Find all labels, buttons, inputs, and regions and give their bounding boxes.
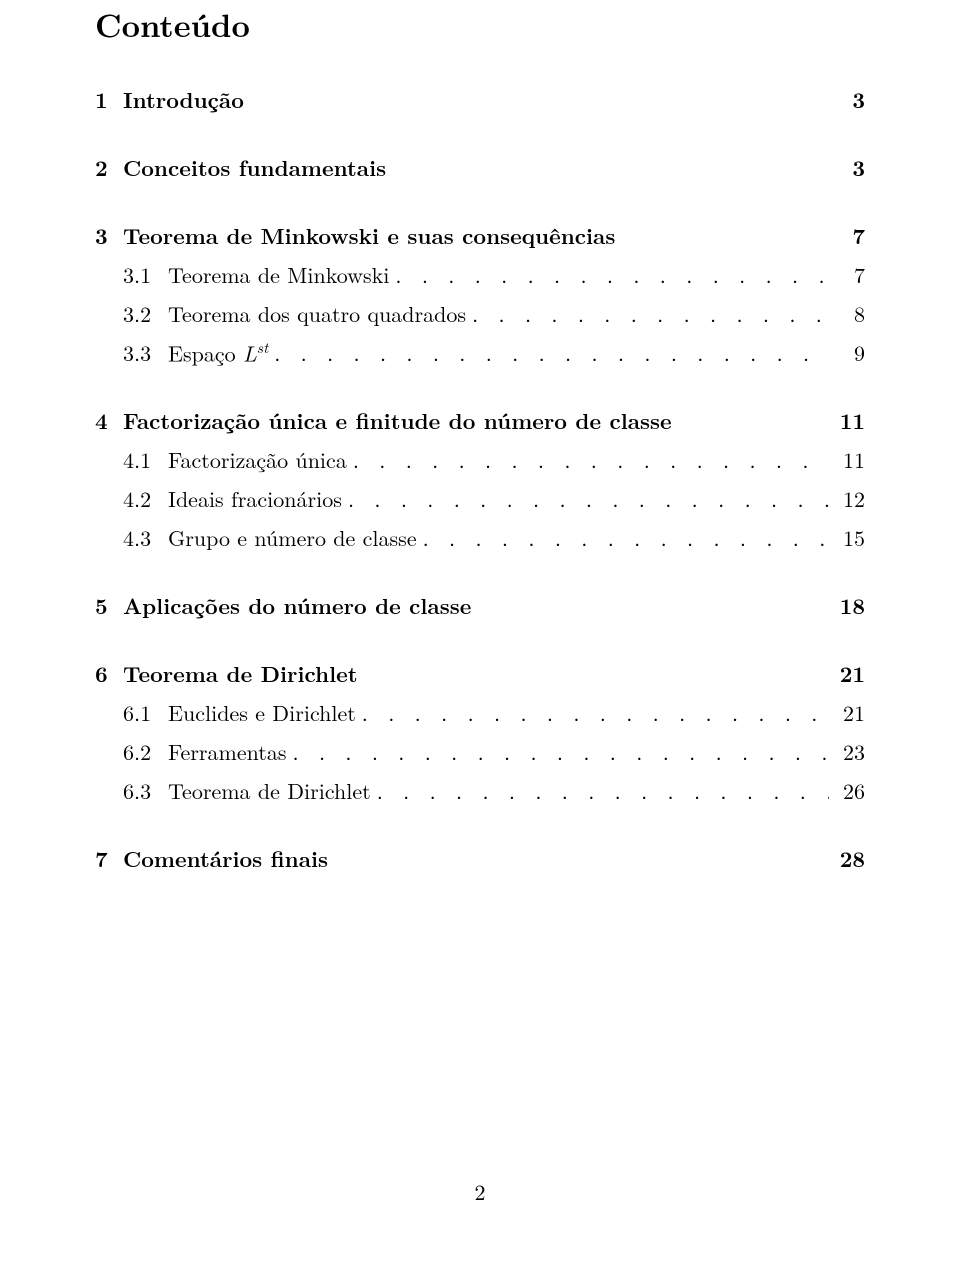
section-number: 3 — [95, 220, 123, 251]
subsection-label: Teorema dos quatro quadrados — [168, 298, 466, 329]
section-number: 2 — [95, 152, 123, 183]
section-label: Teorema de Minkowski e suas consequência… — [123, 220, 615, 251]
toc-section: 6Teorema de Dirichlet 21 — [95, 658, 865, 689]
section-number: 1 — [95, 84, 123, 115]
subsection-page: 12 — [835, 483, 865, 514]
subsection-number: 6.3 — [123, 775, 168, 806]
toc-section: 4Factorização única e finitude do número… — [95, 405, 865, 436]
toc-subsection: 4.2Ideais fracionários. . . . . . . . . … — [95, 483, 865, 514]
section-page: 3 — [835, 84, 865, 115]
toc-section: 1Introdução 3 — [95, 84, 865, 115]
section-label: Teorema de Dirichlet — [123, 658, 358, 689]
section-label: Introdução — [123, 84, 244, 115]
subsection-page: 23 — [835, 736, 865, 767]
toc-subsection: 6.2Ferramentas. . . . . . . . . . . . . … — [95, 736, 865, 767]
dot-leader: . . . . . . . . . . . . . . . . . . . . … — [472, 298, 829, 329]
toc-section: 5Aplicações do número de classe 18 — [95, 590, 865, 621]
section-label: Factorização única e finitude do número … — [123, 405, 672, 436]
dot-leader: . . . . . . . . . . . . . . . . . . . . … — [423, 522, 829, 553]
dot-leader: . . . . . . . . . . . . . . . . . . . . … — [293, 736, 830, 767]
section-number: 6 — [95, 658, 123, 689]
section-page: 3 — [835, 152, 865, 183]
toc-subsection: 3.2Teorema dos quatro quadrados. . . . .… — [95, 298, 865, 329]
section-page: 21 — [835, 658, 865, 689]
toc-section: 2Conceitos fundamentais 3 — [95, 152, 865, 183]
section-page: 18 — [835, 590, 865, 621]
subsection-page: 7 — [835, 259, 865, 290]
subsection-number: 3.1 — [123, 259, 168, 290]
subsection-label: Teorema de Minkowski — [168, 259, 389, 290]
toc-section: 7Comentários finais 28 — [95, 843, 865, 874]
page-number: 2 — [0, 1176, 960, 1207]
subsection-number: 3.2 — [123, 298, 168, 329]
section-number: 7 — [95, 843, 123, 874]
toc-subsection: 4.3Grupo e número de classe. . . . . . .… — [95, 522, 865, 553]
subsection-page: 9 — [835, 337, 865, 368]
subsection-label: Espaço Lst — [168, 337, 268, 368]
toc-subsection: 4.1Factorização única. . . . . . . . . .… — [95, 444, 865, 475]
section-number: 5 — [95, 590, 123, 621]
subsection-label: Teorema de Dirichlet — [168, 775, 371, 806]
subsection-number: 4.3 — [123, 522, 168, 553]
dot-leader: . . . . . . . . . . . . . . . . . . . . … — [377, 775, 829, 806]
toc-subsection: 6.1Euclides e Dirichlet. . . . . . . . .… — [95, 697, 865, 728]
subsection-number: 6.2 — [123, 736, 168, 767]
subsection-label: Ferramentas — [168, 736, 287, 767]
section-page: 11 — [835, 405, 865, 436]
subsection-page: 21 — [835, 697, 865, 728]
subsection-number: 4.2 — [123, 483, 168, 514]
subsection-number: 4.1 — [123, 444, 168, 475]
subsection-label: Factorização única — [168, 444, 347, 475]
subsection-page: 26 — [835, 775, 865, 806]
dot-leader: . . . . . . . . . . . . . . . . . . . . … — [353, 444, 829, 475]
subsection-number: 3.3 — [123, 337, 168, 368]
toc-subsection: 6.3Teorema de Dirichlet. . . . . . . . .… — [95, 775, 865, 806]
subsection-number: 6.1 — [123, 697, 168, 728]
subsection-page: 11 — [835, 444, 865, 475]
toc-subsection: 3.1Teorema de Minkowski. . . . . . . . .… — [95, 259, 865, 290]
dot-leader: . . . . . . . . . . . . . . . . . . . . … — [348, 483, 829, 514]
section-label: Aplicações do número de classe — [123, 590, 471, 621]
subsection-label: Ideais fracionários — [168, 483, 342, 514]
toc-title: Conteúdo — [95, 0, 865, 47]
toc-section: 3Teorema de Minkowski e suas consequênci… — [95, 220, 865, 251]
section-label: Comentários finais — [123, 843, 328, 874]
section-page: 7 — [835, 220, 865, 251]
dot-leader: . . . . . . . . . . . . . . . . . . . . … — [362, 697, 829, 728]
toc-page: Conteúdo 1Introdução32Conceitos fundamen… — [0, 0, 960, 1267]
toc-body: 1Introdução32Conceitos fundamentais33Teo… — [95, 84, 865, 874]
toc-subsection: 3.3Espaço Lst. . . . . . . . . . . . . .… — [95, 337, 865, 368]
section-page: 28 — [835, 843, 865, 874]
subsection-label: Grupo e número de classe — [168, 522, 417, 553]
subsection-page: 8 — [835, 298, 865, 329]
subsection-label: Euclides e Dirichlet — [168, 697, 356, 728]
subsection-page: 15 — [835, 522, 865, 553]
section-number: 4 — [95, 405, 123, 436]
dot-leader: . . . . . . . . . . . . . . . . . . . . … — [395, 259, 829, 290]
dot-leader: . . . . . . . . . . . . . . . . . . . . … — [274, 337, 829, 368]
section-label: Conceitos fundamentais — [123, 152, 386, 183]
